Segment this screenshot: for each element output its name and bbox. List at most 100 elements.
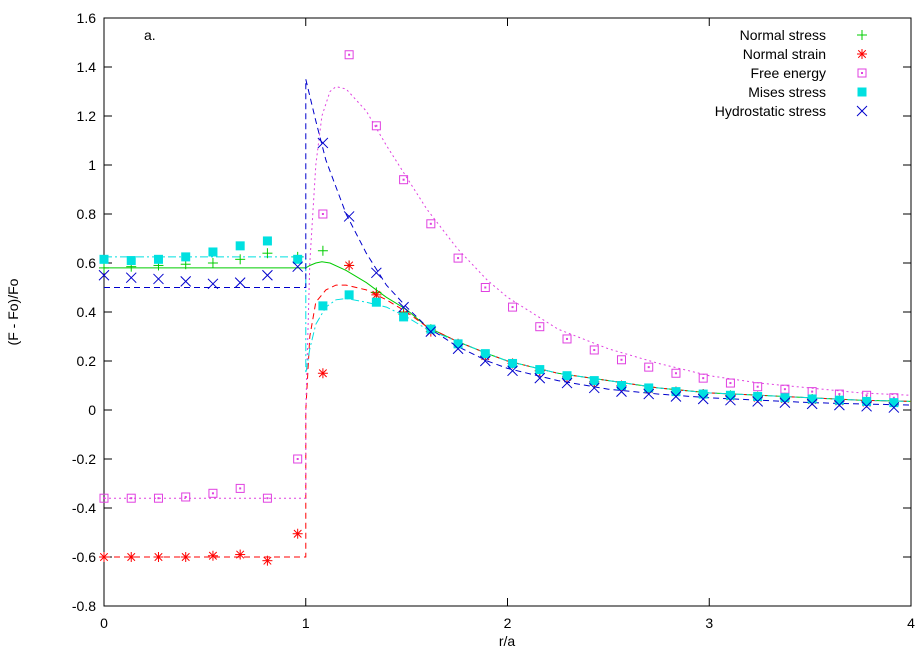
data-point [317,245,328,256]
data-point [207,258,218,268]
y-tick-label: 0.2 [77,353,97,369]
series-line [104,79,912,406]
data-point [508,358,518,368]
data-point [480,283,490,292]
y-tick-label: 0 [88,402,96,418]
data-point [344,260,355,271]
data-point [126,493,136,503]
data-point [779,397,791,409]
data-point [293,454,303,464]
legend-entry: Mises stress [748,84,867,100]
data-point [479,355,491,367]
data-point [834,399,845,411]
data-point [807,394,817,404]
data-point [317,368,328,379]
data-point [398,301,409,313]
y-tick-label: -0.2 [72,451,96,467]
legend-marker [857,87,867,97]
data-point [317,137,329,149]
data-point [343,211,355,222]
data-point [480,349,490,359]
data-point [99,493,109,503]
data-point [207,278,219,290]
data-point [235,241,245,251]
data-point [753,392,763,402]
y-axis-label: (F - Fo)/Fo [5,278,21,345]
data-point [616,355,626,365]
data-point [862,396,872,406]
data-point [292,261,304,273]
y-tick-label: 0.4 [77,304,97,320]
fit-curves [104,79,912,558]
data-point [426,324,436,334]
data-point [671,368,681,378]
data-point [153,254,163,264]
data-point [318,301,328,311]
data-point [208,488,218,498]
data-point [535,365,545,375]
data-point [453,253,463,263]
data-point [126,552,137,562]
data-point [262,493,272,503]
data-point [535,322,545,332]
x-tick-label: 4 [907,615,915,631]
series-line [104,261,912,402]
data-point [98,269,110,281]
y-tick-label: 0.6 [77,255,97,271]
data-point [616,381,626,390]
data-point [180,552,191,562]
data-point [562,334,572,344]
data-point [180,276,192,287]
data-point [207,550,218,561]
legend-marker [856,105,868,117]
data-point [125,272,137,284]
legend-label: Hydrostatic stress [715,103,826,119]
data-point [425,326,437,337]
data-point [698,373,708,383]
data-point [834,395,844,405]
y-tick-label: 1.6 [77,10,97,26]
legend-marker [857,49,867,59]
data-point [181,252,191,262]
legend-label: Normal stress [740,27,826,43]
y-tick-label: -0.4 [72,500,96,516]
data-point [644,383,654,393]
data-point [426,219,436,229]
data-point [508,302,518,312]
data-point [697,393,709,405]
data-point [262,236,272,246]
data-point [292,528,303,539]
data-point [153,273,164,285]
legend-entry: Normal strain [743,46,867,62]
data-point [99,262,109,273]
data-point [262,269,273,281]
data-point [671,387,681,397]
y-tick-label: 1.2 [77,108,97,124]
y-tick-label: -0.8 [72,598,96,614]
legend-entry: Normal stress [740,27,867,43]
data-point [371,267,382,279]
data-point [262,555,273,566]
x-tick-label: 0 [100,615,108,631]
data-point [235,549,246,560]
data-point [99,552,109,562]
data-point [399,175,409,185]
x-axis-label: r/a [499,633,516,649]
legend-label: Free energy [751,65,826,81]
series-line [104,284,912,558]
legend-entry: Hydrostatic stress [715,103,868,119]
data-point [534,372,546,384]
y-tick-labels: -0.8 -0.6 -0.4 -0.2 0 0.2 0.4 0.6 0.8 1 1.2 1.4 1.6 [72,10,96,614]
panel-label: a. [144,27,156,43]
data-point [235,254,246,265]
series-line [104,256,912,402]
data-point [371,297,381,307]
data-point [234,277,246,288]
data-point [644,362,654,372]
y-tick-label: 0.8 [77,206,97,222]
data-point [698,389,708,399]
legend-marker [857,30,867,40]
data-point [752,396,764,407]
legend-label: Normal strain [743,46,826,62]
data-point [344,50,354,60]
